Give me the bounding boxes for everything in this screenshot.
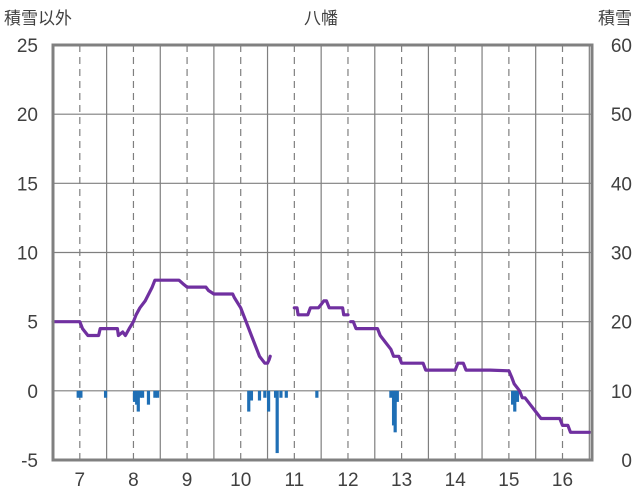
precip-bar	[284, 390, 288, 398]
precip-bar	[279, 390, 283, 398]
right-tick-label: 10	[611, 382, 632, 403]
precip-bar	[76, 390, 80, 398]
x-tick-label: 13	[391, 470, 412, 491]
left-axis-label: 積雪以外	[4, 9, 72, 29]
precip-bar	[391, 390, 396, 426]
right-tick-label: 30	[611, 244, 632, 265]
precip-bar	[138, 390, 143, 398]
precip-bar	[103, 390, 108, 398]
gridlines	[53, 45, 592, 460]
x-tick-label: 7	[75, 470, 86, 491]
precip-bar	[263, 390, 267, 398]
right-tick-label: 50	[611, 105, 632, 126]
precip-bar	[393, 390, 397, 433]
left-tick-label: 0	[27, 382, 38, 403]
precip-bar	[249, 390, 254, 401]
precip-bar	[247, 390, 251, 412]
precip-bar	[515, 390, 520, 402]
precip-bar	[155, 390, 160, 398]
x-tick-label: 12	[337, 470, 358, 491]
precip-bar	[511, 390, 515, 405]
snow-depth-line	[292, 299, 350, 317]
snow-depth-line	[349, 320, 591, 434]
chart-title: 八幡	[304, 9, 338, 29]
precip-bar	[79, 390, 83, 398]
right-tick-label: 60	[611, 36, 632, 57]
precipitation-bars	[76, 390, 520, 454]
left-tick-label: 15	[17, 174, 38, 195]
left-tick-label: 20	[17, 105, 38, 126]
right-axis-label: 積雪	[598, 9, 632, 29]
x-tick-label: 11	[284, 470, 304, 491]
x-tick-label: 15	[498, 470, 519, 491]
x-tick-label: 14	[445, 470, 467, 491]
left-tick-label: -5	[21, 451, 38, 472]
precip-bar	[140, 390, 145, 398]
snow-depth-lines	[51, 278, 591, 434]
precip-bar	[153, 390, 157, 398]
x-tick-label: 8	[128, 470, 139, 491]
precip-bar	[275, 390, 279, 454]
x-tick-label: 9	[182, 470, 193, 491]
left-tick-label: 5	[27, 313, 38, 334]
precip-bar	[389, 390, 393, 398]
right-tick-label: 40	[611, 174, 632, 195]
left-tick-label: 10	[17, 244, 38, 265]
right-tick-label: 20	[611, 313, 632, 334]
precip-bar	[135, 390, 139, 405]
precip-bar	[146, 390, 151, 405]
precip-bar	[273, 390, 278, 398]
precip-bar	[395, 390, 399, 402]
precip-bar	[132, 390, 137, 402]
precip-bar	[315, 390, 319, 398]
right-tick-label: 0	[621, 451, 632, 472]
left-tick-label: 25	[17, 36, 38, 57]
precip-bar	[136, 390, 140, 412]
precip-bar	[267, 390, 271, 412]
x-tick-label: 16	[552, 470, 573, 491]
plot-frame	[51, 43, 594, 462]
precip-bar	[257, 390, 262, 401]
x-tick-label: 10	[230, 470, 251, 491]
precip-bar	[513, 390, 517, 412]
snow-depth-line	[51, 278, 272, 365]
